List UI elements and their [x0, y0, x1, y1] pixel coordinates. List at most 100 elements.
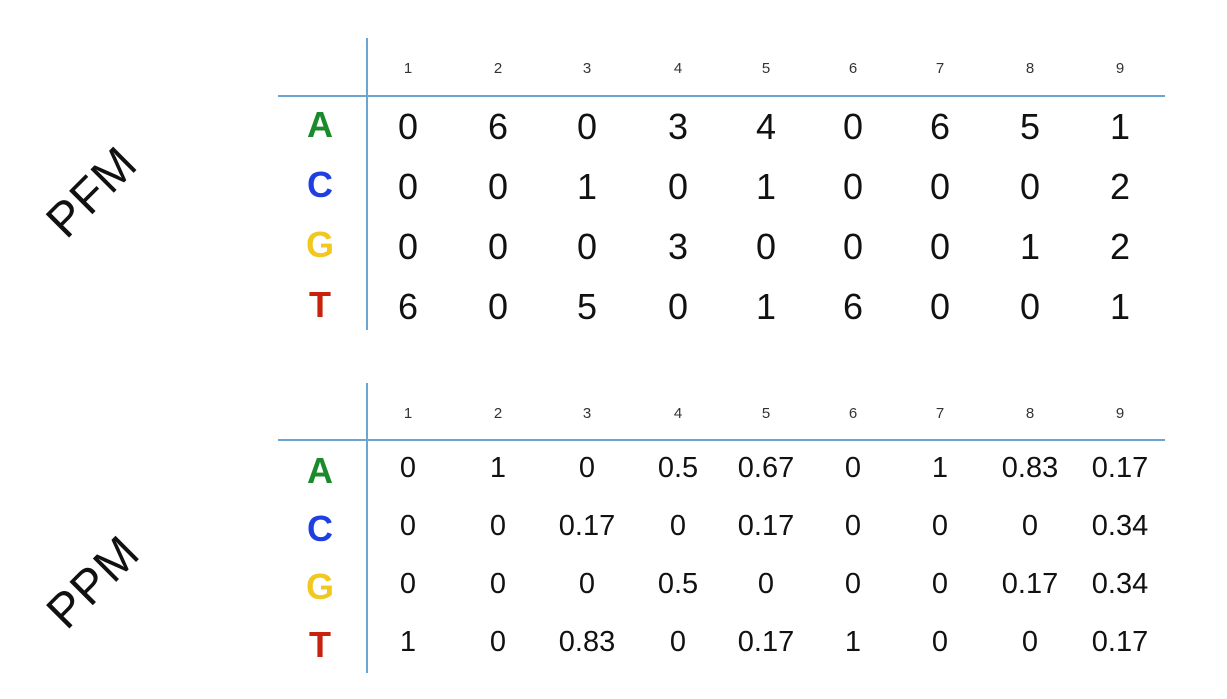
- matrix-cell: 0: [667, 166, 689, 207]
- column-header: 9: [1115, 60, 1125, 77]
- matrix-cell: 0: [489, 626, 507, 658]
- matrix-cell: 0: [844, 568, 862, 600]
- matrix-cell: 0: [1021, 626, 1039, 658]
- matrix-cell: 1: [489, 452, 507, 484]
- matrix-cell: 2: [1109, 226, 1131, 267]
- matrix-cell: 0: [399, 568, 417, 600]
- matrix-cell: 0: [397, 226, 419, 267]
- matrix-cell: 0: [667, 286, 689, 327]
- matrix-cell: 1: [1109, 286, 1131, 327]
- matrix-cell: 0: [487, 226, 509, 267]
- matrix-cell: 0: [842, 106, 864, 147]
- matrix-cell: 0: [578, 568, 596, 600]
- matrix-cell: 0.34: [1091, 568, 1149, 600]
- matrix-cell: 0: [842, 226, 864, 267]
- matrix-cell: 0.5: [657, 452, 699, 484]
- matrix-cell: 0.17: [1001, 568, 1059, 600]
- matrix-cell: 0: [489, 568, 507, 600]
- matrix-cell: 1: [399, 626, 417, 658]
- row-divider-line: [366, 383, 368, 673]
- matrix-cell: 0: [576, 226, 598, 267]
- matrix-cell: 0: [399, 452, 417, 484]
- column-header: 3: [582, 405, 592, 422]
- column-header: 2: [493, 405, 503, 422]
- matrix-cell: 5: [1019, 106, 1041, 147]
- matrix-cell: 3: [667, 226, 689, 267]
- column-header: 4: [673, 405, 683, 422]
- matrix-cell: 4: [755, 106, 777, 147]
- header-divider-line: [278, 439, 1165, 441]
- column-header: 7: [935, 60, 945, 77]
- base-label-g: G: [305, 224, 334, 265]
- matrix-cell: 0: [929, 166, 951, 207]
- matrix-cell: 0: [578, 452, 596, 484]
- column-header: 3: [582, 60, 592, 77]
- column-header: 9: [1115, 405, 1125, 422]
- matrix-cell: 0.5: [657, 568, 699, 600]
- matrix-cell: 0: [844, 510, 862, 542]
- column-header: 7: [935, 405, 945, 422]
- matrix-cell: 0.34: [1091, 510, 1149, 542]
- base-label-c: C: [307, 508, 333, 549]
- matrix-cell: 0: [757, 568, 775, 600]
- matrix-cell: 0: [397, 166, 419, 207]
- matrix-cell: 0: [487, 166, 509, 207]
- matrix-cell: 1: [844, 626, 862, 658]
- matrix-cell: 0.17: [1091, 626, 1149, 658]
- matrix-cell: 6: [487, 106, 509, 147]
- matrix-cell: 0: [397, 106, 419, 147]
- column-header: 4: [673, 60, 683, 77]
- matrix-cell: 1: [1019, 226, 1041, 267]
- column-header: 1: [403, 405, 413, 422]
- matrix-cell: 0: [669, 626, 687, 658]
- base-label-t: T: [309, 624, 331, 665]
- matrix-cell: 2: [1109, 166, 1131, 207]
- ppm-label: PPM: [36, 525, 151, 640]
- matrix-cell: 3: [667, 106, 689, 147]
- matrix-cell: 0: [1019, 286, 1041, 327]
- base-label-a: A: [307, 450, 333, 491]
- matrix-cell: 0: [576, 106, 598, 147]
- matrix-cell: 0: [669, 510, 687, 542]
- matrix-cell: 0: [1019, 166, 1041, 207]
- matrix-cell: 0.83: [558, 626, 616, 658]
- matrix-cell: 0: [931, 568, 949, 600]
- column-header: 5: [761, 60, 771, 77]
- matrix-cell: 0: [755, 226, 777, 267]
- matrix-cell: 0.17: [737, 510, 795, 542]
- pfm-label: PFM: [36, 136, 148, 249]
- matrix-cell: 6: [397, 286, 419, 327]
- matrix-cell: 0: [842, 166, 864, 207]
- base-label-c: C: [307, 164, 333, 205]
- column-header: 6: [848, 405, 858, 422]
- matrix-cell: 0: [929, 226, 951, 267]
- matrix-cell: 0.17: [558, 510, 616, 542]
- row-divider-line: [366, 38, 368, 330]
- column-header: 2: [493, 60, 503, 77]
- matrix-cell: 0: [489, 510, 507, 542]
- matrix-cell: 1: [755, 286, 777, 327]
- matrix-cell: 0: [1021, 510, 1039, 542]
- matrix-cell: 1: [755, 166, 777, 207]
- column-header: 8: [1025, 60, 1035, 77]
- matrix-cell: 0: [929, 286, 951, 327]
- matrix-cell: 0.83: [1001, 452, 1059, 484]
- column-header: 1: [403, 60, 413, 77]
- matrix-cell: 0.67: [737, 452, 795, 484]
- base-label-t: T: [309, 284, 331, 325]
- matrix-cell: 5: [576, 286, 598, 327]
- matrix-cell: 0: [487, 286, 509, 327]
- column-header: 8: [1025, 405, 1035, 422]
- base-label-g: G: [305, 566, 334, 607]
- matrix-cell: 1: [931, 452, 949, 484]
- matrix-cell: 0: [844, 452, 862, 484]
- column-header: 6: [848, 60, 858, 77]
- matrix-cell: 6: [842, 286, 864, 327]
- matrix-cell: 0: [931, 510, 949, 542]
- header-divider-line: [278, 95, 1165, 97]
- matrix-cell: 0.17: [737, 626, 795, 658]
- column-header: 5: [761, 405, 771, 422]
- matrix-cell: 0.17: [1091, 452, 1149, 484]
- matrix-cell: 1: [576, 166, 598, 207]
- ppm-matrix: PPM 1 2 3 4 5 6 7 8 9 A 0 1 0 0.5 0.67 0 1 0.83 0.17 C 0 0 0.…: [0, 345, 1227, 699]
